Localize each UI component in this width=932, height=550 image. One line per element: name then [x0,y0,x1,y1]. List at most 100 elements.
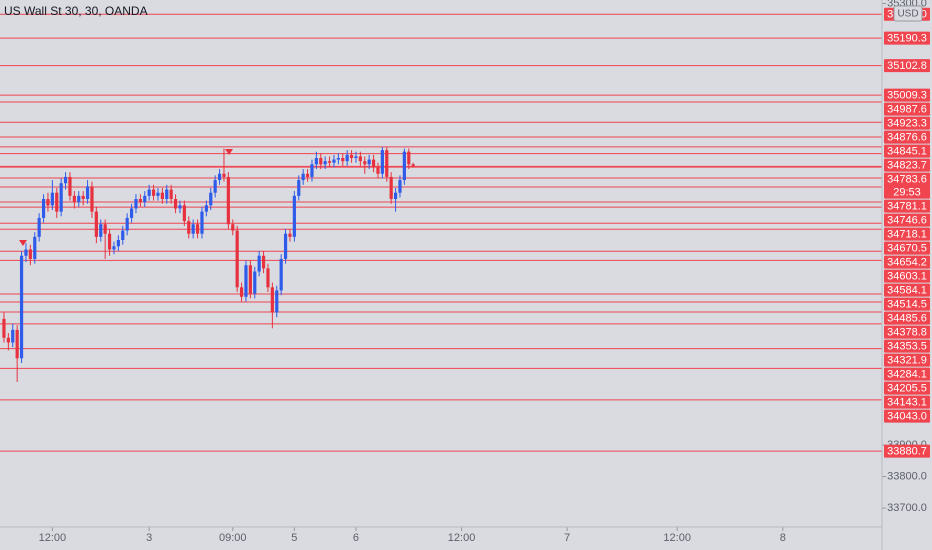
price-label-box [884,116,930,130]
candle-body [363,161,367,165]
candle-body [55,192,59,212]
candle-body [11,329,15,343]
candle-body [226,176,230,225]
candle-body [407,151,411,165]
candle-body [50,192,54,206]
price-label-box [884,409,930,423]
price-label-box [884,172,930,199]
candle-body [393,192,398,200]
candle-body [248,265,252,294]
candle-body [85,186,90,200]
price-label-box [884,283,930,297]
candle-body [235,230,239,288]
x-tick-label: 12:00 [39,532,67,544]
candle-body [354,156,358,159]
y-tick-label: 33700.0 [887,502,927,514]
price-label: 34043.0 [887,411,927,423]
candle-body [63,176,68,184]
candle-body [160,192,164,200]
candle-body [200,211,204,234]
candle-body [358,156,362,162]
price-label: 34845.1 [887,146,927,158]
price-label: 34321.9 [887,355,927,367]
candle-body [28,249,32,259]
candle-body [182,205,186,222]
price-label: 34783.6 [887,174,927,186]
candle-body [195,224,200,234]
candle-body [270,287,274,313]
x-tick-label: 3 [146,532,152,544]
price-label: 34284.1 [887,369,927,381]
price-label-box [884,395,930,409]
candle-body [134,199,138,209]
candle-body [411,164,415,167]
candle-body [367,159,371,165]
currency[interactable]: USD [897,9,918,20]
price-label-box [884,339,930,353]
currency-box[interactable] [893,5,923,22]
candle-body [301,173,305,181]
price-label: 34205.5 [887,383,927,395]
price-label-box [884,213,930,227]
candle-body [239,287,244,297]
candle-body [332,159,336,163]
price-label: 34603.1 [887,271,927,283]
price-label: 34514.5 [887,299,927,311]
candle-body [244,265,248,297]
y-tick-label: 35300.0 [887,0,927,9]
x-tick-label: 7 [564,532,570,544]
candle-body [292,195,296,237]
plot-area [0,0,882,527]
candle-body [288,233,292,237]
price-label-box [884,297,930,311]
candle-body [33,236,37,259]
price-label-box [884,102,930,116]
candle-body [77,195,81,203]
candle-body [6,337,10,343]
price-label-box [884,88,930,102]
candle-body [266,268,270,288]
candle-body [41,199,46,218]
candle-body [398,180,402,193]
price-label: 34876.6 [887,132,927,144]
price-label: 34923.3 [887,118,927,130]
candle-body [213,180,217,193]
candle-body [310,164,314,177]
price-label-box [884,158,930,172]
price-label: 34718.1 [887,229,927,241]
candle-body [187,221,191,234]
y-tick-label: 33800.0 [887,470,927,482]
price-label: 35190.3 [887,32,927,44]
price-label-box [884,269,930,283]
candle-body [2,318,6,338]
candle-body [371,159,376,168]
price-label: 34654.2 [887,257,927,269]
candle-body [90,186,94,212]
candle-body [283,233,288,259]
candle-body [138,199,142,203]
price-label: 34143.1 [887,397,927,409]
candle-body [319,158,323,165]
price-label-box [884,144,930,158]
candle-body [389,176,393,200]
candle-body [173,199,178,209]
price-label: 34987.6 [887,104,927,116]
candle-body [178,205,182,209]
candle-body [156,192,160,196]
candle-body [380,150,384,174]
candle-body [385,150,389,177]
candle-body [147,189,151,196]
candle-body [165,189,169,200]
price-label-box [884,444,930,458]
price-label: 34378.8 [887,327,927,339]
x-tick-label: 12:00 [663,532,691,544]
candle-body [129,208,134,218]
price-label-box [884,130,930,144]
price-label: 34781.1 [887,201,927,213]
candle-body [143,195,147,203]
candle-body [107,233,112,250]
candle-body [151,189,156,196]
candle-body [121,230,125,241]
candle-body [279,258,283,291]
